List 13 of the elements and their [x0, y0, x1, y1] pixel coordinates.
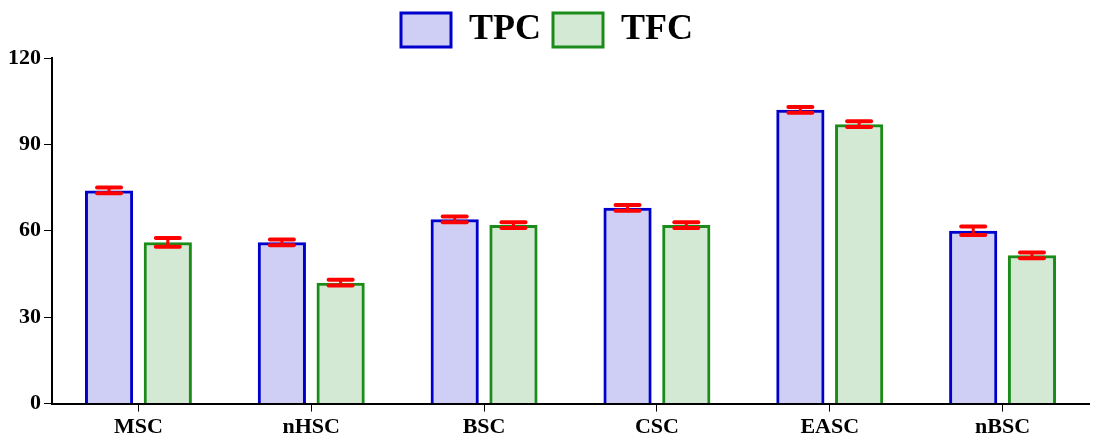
y-tick-label: 60: [19, 216, 41, 242]
y-tick-label: 90: [19, 130, 41, 156]
legend-label: TPC: [469, 7, 541, 48]
legend-label: TFC: [621, 7, 693, 48]
x-tick-label: BSC: [462, 413, 506, 439]
x-tick-label: nHSC: [282, 413, 340, 439]
y-tick-label: 30: [19, 302, 41, 328]
y-tick-label: 0: [30, 389, 41, 415]
x-tick-label: nBSC: [975, 413, 1031, 439]
x-tick-label: MSC: [113, 413, 163, 439]
x-tick-label: CSC: [634, 413, 679, 439]
y-tick-label: 120: [8, 43, 41, 69]
x-tick-label: EASC: [800, 413, 860, 439]
